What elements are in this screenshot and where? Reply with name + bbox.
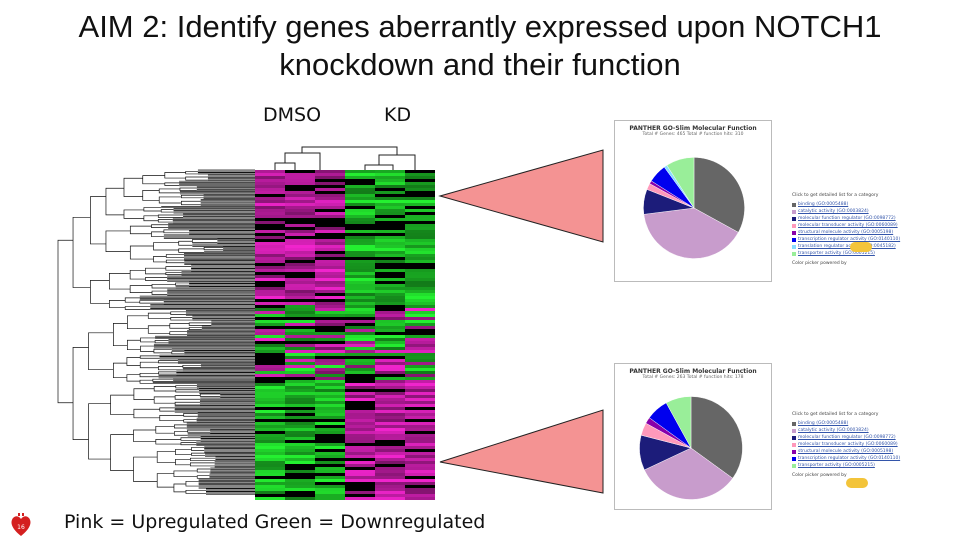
legend-item[interactable]: catalytic activity (GO:0003824) (792, 208, 900, 215)
legend-swatch (792, 251, 796, 256)
legend-item[interactable]: transcription regulator activity (GO:014… (792, 455, 900, 462)
panel-subtitle: Total # Genes: 465 Total # function hits… (642, 132, 744, 137)
legend-item[interactable]: transcription regulator activity (GO:014… (792, 236, 900, 243)
expression-heatmap (255, 170, 435, 500)
panther-panel-top: PANTHER GO-Slim Molecular Function Total… (614, 120, 772, 282)
legend-item[interactable]: binding (GO:0005488) (792, 420, 900, 427)
legend-item[interactable]: molecular transducer activity (GO:006008… (792, 222, 900, 229)
legend-item[interactable]: translation regulator activity (GO:00451… (792, 243, 900, 250)
legend-link[interactable]: catalytic activity (GO:0003824) (798, 209, 869, 214)
legend-link[interactable]: molecular transducer activity (GO:006008… (798, 223, 898, 228)
title-line-2: knockdown and their function (279, 47, 681, 82)
legend-link[interactable]: transcription regulator activity (GO:014… (798, 456, 901, 461)
legend-link[interactable]: catalytic activity (GO:0003824) (798, 428, 869, 433)
panel-title: PANTHER GO-Slim Molecular Function (629, 125, 757, 132)
slide-number: 16 (17, 524, 25, 531)
kd-label: KD (384, 104, 412, 126)
legend-link[interactable]: binding (GO:0005488) (798, 421, 849, 426)
legend-item[interactable]: binding (GO:0005488) (792, 201, 900, 208)
legend-link[interactable]: molecular function regulator (GO:0098772… (798, 435, 896, 440)
legend-swatch (792, 244, 796, 249)
slide-title: AIM 2: Identify genes aberrantly express… (0, 8, 960, 84)
pie-slice (665, 396, 692, 449)
legend-swatch (792, 449, 796, 454)
legend-item[interactable]: molecular transducer activity (GO:006008… (792, 441, 900, 448)
legend-bottom: Click to get detailed list for a categor… (792, 412, 900, 481)
legend-item[interactable]: molecular function regulator (GO:0098772… (792, 215, 900, 222)
legend-item[interactable]: molecular function regulator (GO:0098772… (792, 434, 900, 441)
legend-item[interactable]: structural molecule activity (GO:0005198… (792, 448, 900, 455)
legend-link[interactable]: transporter activity (GO:0005215) (798, 463, 875, 468)
legend-item[interactable]: catalytic activity (GO:0003824) (792, 427, 900, 434)
panther-logo-badge (846, 478, 868, 488)
heart-logo-icon: 16 (11, 513, 31, 536)
legend-swatch (792, 209, 796, 214)
pie-slice (643, 207, 739, 259)
legend-swatch (792, 435, 796, 440)
panther-logo-badge (850, 242, 872, 252)
legend-link[interactable]: binding (GO:0005488) (798, 202, 849, 207)
legend-swatch (792, 442, 796, 447)
row-dendrogram (57, 169, 255, 495)
legend-item[interactable]: transporter activity (GO:0005215) (792, 462, 900, 469)
lower-wedge (439, 409, 604, 494)
legend-link[interactable]: transcription regulator activity (GO:014… (798, 237, 901, 242)
pie-slice (644, 447, 733, 500)
legend-link[interactable]: transporter activity (GO:0005215) (798, 251, 875, 256)
legend-swatch (792, 230, 796, 235)
legend-swatch (792, 237, 796, 242)
legend-link[interactable]: translation regulator activity (GO:00451… (798, 244, 896, 249)
legend-swatch (792, 202, 796, 207)
legend-link[interactable]: structural molecule activity (GO:0005198… (798, 230, 894, 235)
legend-heading: Click to get detailed list for a categor… (792, 412, 879, 417)
legend-swatch (792, 463, 796, 468)
legend-swatch (792, 216, 796, 221)
legend-swatch (792, 421, 796, 426)
panel-subtitle: Total # Genes: 263 Total # function hits… (642, 375, 744, 380)
legend-link[interactable]: structural molecule activity (GO:0005198… (798, 449, 894, 454)
legend-swatch (792, 223, 796, 228)
pie-slice (690, 396, 743, 479)
legend-link[interactable]: molecular transducer activity (GO:006008… (798, 442, 898, 447)
pie-slice (693, 157, 745, 233)
legend-heading: Click to get detailed list for a categor… (792, 193, 879, 198)
pie-slice (666, 157, 695, 209)
pie-chart-top (643, 157, 745, 259)
legend-swatch (792, 456, 796, 461)
title-line-1: AIM 2: Identify genes aberrantly express… (78, 9, 882, 44)
upper-wedge (438, 149, 604, 243)
legend-link[interactable]: molecular function regulator (GO:0098772… (798, 216, 896, 221)
legend-item[interactable]: transporter activity (GO:0005215) (792, 250, 900, 257)
legend-footer: Color picker powered by (792, 473, 847, 478)
dmso-label: DMSO (263, 104, 322, 126)
legend-top: Click to get detailed list for a categor… (792, 193, 900, 269)
panther-panel-bottom: PANTHER GO-Slim Molecular Function Total… (614, 363, 772, 510)
legend-item[interactable]: structural molecule activity (GO:0005198… (792, 229, 900, 236)
legend-footer: Color picker powered by (792, 261, 847, 266)
panel-title: PANTHER GO-Slim Molecular Function (629, 368, 757, 375)
pie-chart-bottom (639, 396, 743, 500)
legend-swatch (792, 428, 796, 433)
color-key-footer: Pink = Upregulated Green = Downregulated (64, 511, 486, 533)
